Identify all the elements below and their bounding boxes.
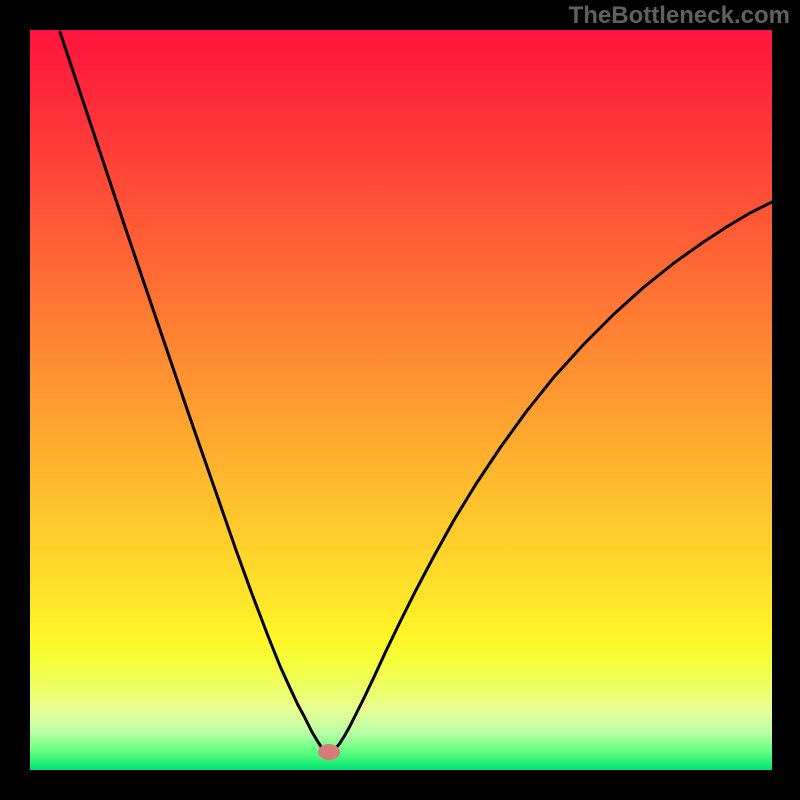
bottleneck-gradient [30,30,772,770]
optimal-point-marker [318,744,340,760]
frame-left [0,0,30,800]
chart-container: { "image": { "width": 800, "height": 800… [0,0,800,800]
watermark-text: TheBottleneck.com [569,2,790,30]
frame-right [772,0,800,800]
plot-area [30,30,772,770]
frame-bottom [0,770,800,800]
